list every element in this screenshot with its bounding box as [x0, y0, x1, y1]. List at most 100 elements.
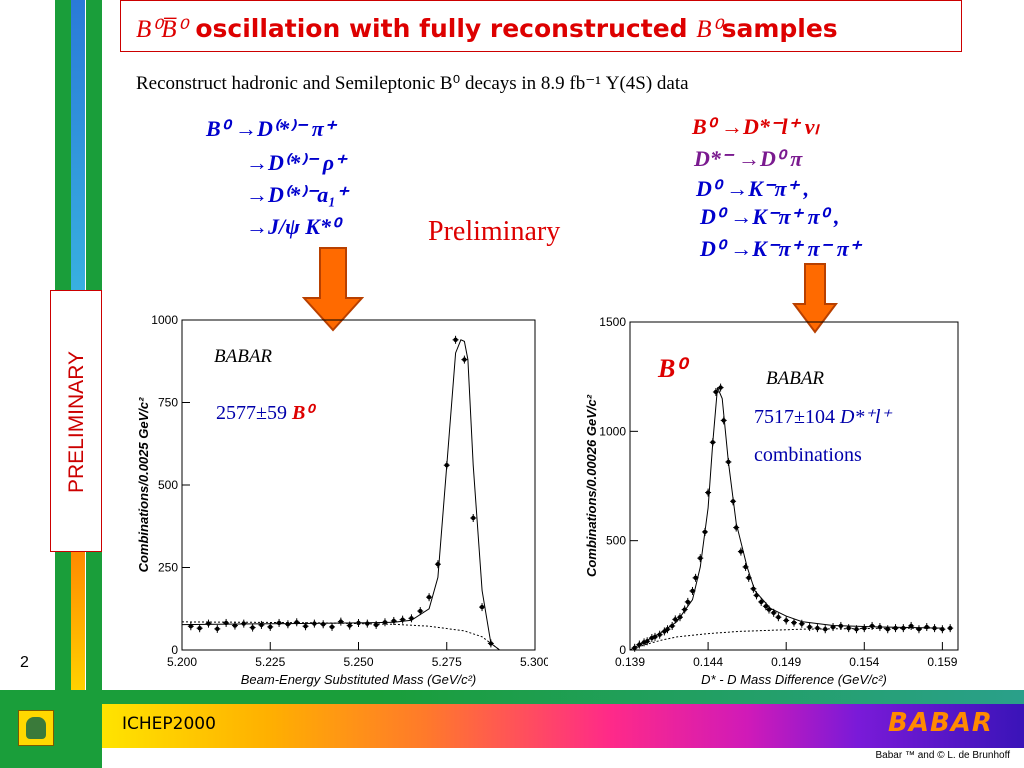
title-symbol-pair: B⁰B̅⁰	[136, 16, 187, 43]
babar-logo: BABAR	[888, 708, 993, 738]
plot-right-annotation-value: 7517±104	[754, 406, 835, 428]
plot-left-babar-label: BABAR	[214, 346, 273, 367]
right-plot-xlabel: D* - D Mass Difference (GeV/c²)	[701, 672, 887, 687]
left-plot-point	[197, 626, 202, 631]
right-decay-2: D*⁻ →D⁰ π	[694, 146, 803, 171]
right-decay-1: B⁰ →D*⁻l⁺ νₗ	[692, 114, 819, 139]
plot-right-babar-label: BABAR	[766, 368, 825, 389]
right-plot-point	[738, 549, 744, 554]
left-plot-background-curve	[181, 621, 500, 651]
left-plot-point	[268, 624, 273, 630]
preliminary-side-box: PRELIMINARY	[50, 290, 102, 552]
right-plot-xtick-label: 0.139	[615, 655, 645, 669]
right-plot-background-curve	[629, 627, 943, 651]
left-plot-point	[462, 357, 467, 362]
left-decay-2: →D⁽*⁾⁻ ρ⁺	[246, 150, 346, 175]
left-plot-point	[471, 515, 476, 521]
right-plot-point	[799, 621, 805, 626]
preliminary-side-label: PRELIMINARY	[65, 351, 88, 493]
plot-left-annotation: 2577±59 B⁰	[216, 400, 313, 425]
right-plot-point	[718, 385, 723, 390]
title-box	[120, 0, 962, 52]
plot-right-annotation-symbol: D*⁺l⁺	[839, 406, 892, 428]
right-plot-ytick-label: 500	[606, 534, 626, 548]
right-plot-point	[662, 629, 667, 634]
babar-mascot-icon	[18, 710, 54, 746]
left-plot-xtick-label: 5.300	[520, 655, 548, 669]
left-plot-xlabel: Beam-Energy Substituted Mass (GeV/c²)	[241, 672, 477, 687]
right-plot-point	[690, 588, 695, 594]
footer-top-band	[102, 690, 1024, 704]
down-arrow-left	[302, 247, 364, 332]
left-plot-point	[329, 624, 335, 630]
side-bar-green-lower	[55, 552, 71, 702]
right-plot-point	[673, 617, 678, 622]
down-arrow-right	[792, 263, 838, 334]
left-plot-point	[250, 625, 255, 630]
side-bar-green-lower-right	[86, 552, 102, 702]
left-plot-xtick-label: 5.275	[432, 655, 462, 669]
left-plot-point	[347, 623, 352, 628]
title-symbol-b0: B⁰	[696, 16, 722, 43]
left-plot-point	[479, 604, 485, 610]
left-plot-fit-curve	[181, 339, 500, 651]
right-plot-frame	[629, 321, 959, 651]
left-decay-3: →D⁽*⁾⁻a₁⁺	[246, 182, 348, 207]
right-decay-4: D⁰ →K⁻π⁺ π⁰ ,	[700, 204, 840, 229]
left-decay-4: →J/ψ K*⁰	[246, 214, 340, 239]
right-plot-xtick-label: 0.149	[771, 655, 801, 669]
right-plot-point	[807, 624, 812, 630]
right-plot-point	[885, 627, 890, 632]
slide-title: B⁰B̅⁰ oscillation with fully reconstruct…	[136, 14, 838, 44]
left-plot-point	[215, 626, 220, 632]
right-plot-point	[791, 620, 797, 625]
right-plot-point	[947, 625, 953, 631]
right-plot-ylabel: Combinations/0.00026 GeV/c²	[584, 394, 599, 577]
left-plot-ytick-label: 250	[158, 561, 178, 575]
left-plot-point	[373, 622, 379, 628]
side-bar-blue	[71, 0, 85, 290]
left-plot-point	[188, 624, 194, 629]
left-plot-point	[453, 337, 458, 342]
side-bar-orange	[71, 552, 85, 702]
left-plot-xtick-label: 5.200	[167, 655, 197, 669]
footer-bar	[102, 704, 1024, 748]
left-plot-frame	[181, 319, 536, 651]
subtitle: Reconstruct hadronic and Semileptonic B⁰…	[136, 73, 689, 94]
left-plot-ytick-label: 500	[158, 478, 178, 492]
right-plot-xtick-label: 0.154	[849, 655, 879, 669]
right-decay-5: D⁰ →K⁻π⁺ π⁻ π⁺	[700, 236, 861, 261]
left-plot-ytick-label: 0	[171, 643, 178, 657]
right-plot-ytick-label: 1000	[599, 424, 626, 438]
right-decay-3: D⁰ →K⁻π⁺ ,	[696, 176, 810, 201]
page-number: 2	[20, 654, 29, 671]
right-plot-point	[783, 618, 789, 623]
right-plot-point	[776, 615, 781, 620]
right-plot-point	[869, 623, 875, 629]
right-plot-point	[759, 599, 764, 605]
preliminary-label: Preliminary	[428, 216, 561, 247]
left-plot-ytick-label: 1000	[151, 313, 178, 327]
right-plot-xtick-label: 0.159	[927, 655, 957, 669]
left-plot-xtick-label: 5.250	[343, 655, 373, 669]
right-plot-ytick-label: 0	[619, 643, 626, 657]
left-plot-ytick-label: 750	[158, 396, 178, 410]
right-plot-point	[693, 575, 698, 581]
right-plot-point	[846, 625, 851, 631]
right-plot-xtick-label: 0.144	[693, 655, 723, 669]
plot-left-annotation-symbol: B⁰	[291, 402, 314, 424]
title-text: oscillation with fully reconstructed	[195, 14, 688, 43]
right-plot-point	[685, 599, 690, 605]
chart-mass-difference: 0.139 0.144 0.149 0.154 0.159 0 500 1000 1500 D* …	[584, 315, 959, 687]
side-bar-green-outer	[55, 0, 71, 290]
left-plot-ylabel: Combinations/0.0025 GeV/c²	[136, 397, 151, 573]
left-plot-point	[418, 608, 423, 614]
right-plot-point	[771, 610, 776, 616]
right-plot-point	[854, 627, 859, 632]
right-plot-ytick-label: 1500	[599, 315, 626, 329]
right-plot-point	[669, 623, 675, 629]
side-bar-green-right	[86, 0, 102, 290]
plot-right-peak-label: B⁰	[658, 354, 686, 383]
chart-beam-energy-mass: 5.200 5.225 5.250 5.275 5.300 0 250 500 750 1000 B…	[136, 313, 548, 687]
left-decay-1: B⁰ →D⁽*⁾⁻ π⁺	[206, 116, 336, 141]
